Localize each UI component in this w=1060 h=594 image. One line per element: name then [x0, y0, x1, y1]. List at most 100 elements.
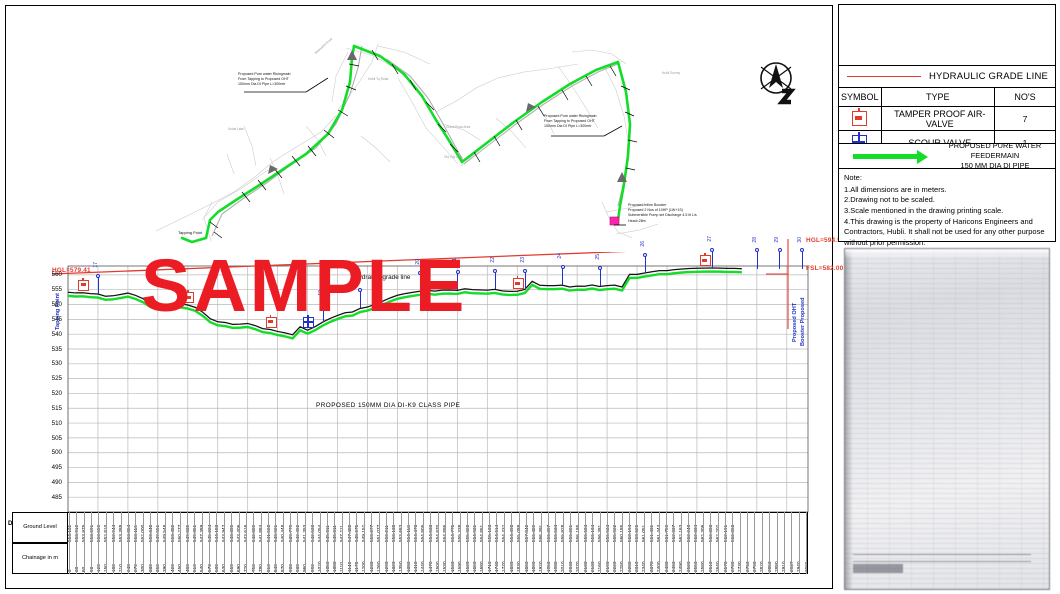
table-column-separator [783, 512, 785, 574]
table-column-separator [304, 512, 306, 574]
elevation-tick-510: 510 [51, 419, 62, 427]
table-column-separator [334, 512, 336, 574]
table-column-separator [614, 512, 616, 574]
elevation-tick-540: 540 [51, 330, 62, 338]
table-column-separator [651, 512, 653, 574]
svg-text:Hubli Survey: Hubli Survey [662, 71, 680, 75]
note-item-4c: without prior permission. [844, 237, 926, 247]
chainage-pin-17 [96, 273, 101, 294]
note-item-4a: 4.This drawing is the property of Harico… [844, 216, 1033, 226]
scanned-document-panel [844, 248, 1050, 590]
air-valve-marker-15 [699, 253, 711, 267]
table-column-separator [665, 512, 667, 574]
scour-valve-marker-3 [303, 315, 315, 329]
table-column-separator [186, 512, 188, 574]
elevation-tick-545: 545 [51, 315, 62, 323]
table-column-separator [127, 512, 129, 574]
chainage-pin-label-23: 23 [519, 257, 526, 263]
svg-text:Hubli Tq Road: Hubli Tq Road [368, 77, 389, 81]
table-column-separator [135, 512, 137, 574]
elevation-tick-500: 500 [51, 449, 62, 457]
table-column-separator [76, 512, 78, 574]
table-column-separator [688, 512, 690, 574]
chainage-pin-25 [597, 266, 602, 287]
chainage-pin-label-24: 24 [557, 253, 564, 259]
table-column-separator [319, 512, 321, 574]
pipe-class-note: PROPOSED 150MM DIA DI-K9 CLASS PIPE [316, 402, 461, 409]
profile-data-table: Ground Level Chainage in m 554.131553.91… [6, 512, 832, 590]
table-column-separator [98, 512, 100, 574]
svg-text:Gokul Road Area: Gokul Road Area [446, 125, 471, 129]
table-column-separator [267, 512, 269, 574]
chainage-pin-label-19: 19 [355, 276, 361, 283]
legend-count-air-valve: 7 [994, 106, 1056, 131]
table-column-separator [607, 512, 608, 574]
table-column-separator [216, 512, 218, 574]
table-column-separator [326, 512, 328, 574]
plan-view: Malmaddi Road Hubli Tq Road Gokul Road A… [6, 6, 832, 252]
table-column-separator [540, 512, 542, 574]
table-column-separator [260, 512, 262, 574]
air-valve-marker-11 [512, 276, 524, 290]
table-column-separator [341, 512, 343, 574]
chainage-pin-18 [320, 301, 325, 323]
chainage-pin-label-30: 30 [796, 236, 803, 243]
table-column-separator [724, 512, 726, 574]
svg-text:Unkal Lake: Unkal Lake [228, 127, 244, 131]
table-column-separator [570, 512, 572, 574]
chainage-pin-label-18: 18 [317, 290, 324, 296]
notes-title: Note: [844, 173, 862, 182]
table-column-separator [142, 512, 144, 574]
scan-edge-shadow [845, 249, 853, 589]
table-column-separator [430, 512, 432, 574]
table-column-separator [452, 512, 454, 574]
chainage-pin-20 [418, 270, 423, 292]
legend-header-type: TYPE [880, 87, 996, 107]
table-column-separator [621, 512, 623, 574]
hydraulic-grade-line [51, 252, 627, 275]
chainage-pin-23 [523, 269, 528, 290]
table-column-separator [754, 512, 756, 574]
table-column-separator [113, 512, 115, 574]
note-item-3: 3.Scale mentioned in the drawing printin… [844, 205, 1004, 215]
table-column-separator [385, 512, 387, 574]
table-column-separator [702, 512, 704, 574]
table-column-separator [791, 512, 793, 574]
table-column-separator [629, 512, 631, 574]
legend-pipe-row: PROPOSED PURE WATER FEEDERMAIN 150 MM DI… [838, 141, 1056, 171]
table-column-separator [680, 512, 682, 574]
svg-text:Malmaddi Road: Malmaddi Road [314, 37, 333, 55]
legend-header-symbol: SYMBOL [838, 87, 882, 107]
table-column-separator [518, 512, 520, 574]
elevation-tick-535: 535 [51, 345, 62, 353]
svg-text:Old City Link: Old City Link [444, 155, 462, 159]
table-column-separator [120, 512, 122, 574]
table-column-separator [466, 512, 468, 574]
table-column-separator [599, 512, 601, 574]
table-column-separator [356, 512, 358, 574]
table-column-separator [761, 512, 763, 574]
table-column-separator [548, 512, 550, 574]
table-column-separator [349, 512, 351, 574]
legend-pipe-text: PROPOSED PURE WATER FEEDERMAIN 150 MM DI… [935, 141, 1055, 171]
hgl-left-label: HGL=579.41 [52, 267, 91, 274]
table-column-separator [209, 512, 211, 574]
elevation-tick-525: 525 [51, 375, 62, 383]
table-column-separator [562, 512, 564, 574]
table-column-separator [806, 512, 807, 574]
legend-type-air-valve: TAMPER PROOF AIR-VALVE [880, 106, 996, 131]
table-column-separator [489, 512, 491, 574]
table-column-separator [525, 512, 527, 574]
plan-tapping-point-label: Tapping Point [178, 230, 203, 235]
chainage-pin-label-21: 21 [452, 258, 459, 264]
table-column-separator [312, 512, 314, 574]
profile-plot [51, 252, 809, 513]
row-label-ground-level: Ground Level [12, 512, 68, 543]
table-column-separator [776, 512, 778, 574]
chainage-pin-28 [755, 248, 760, 269]
table-column-separator [393, 512, 395, 574]
table-column-separator [91, 512, 93, 574]
table-column-separator [69, 512, 70, 574]
table-column-separator [533, 512, 535, 574]
table-column-separator [363, 512, 365, 574]
